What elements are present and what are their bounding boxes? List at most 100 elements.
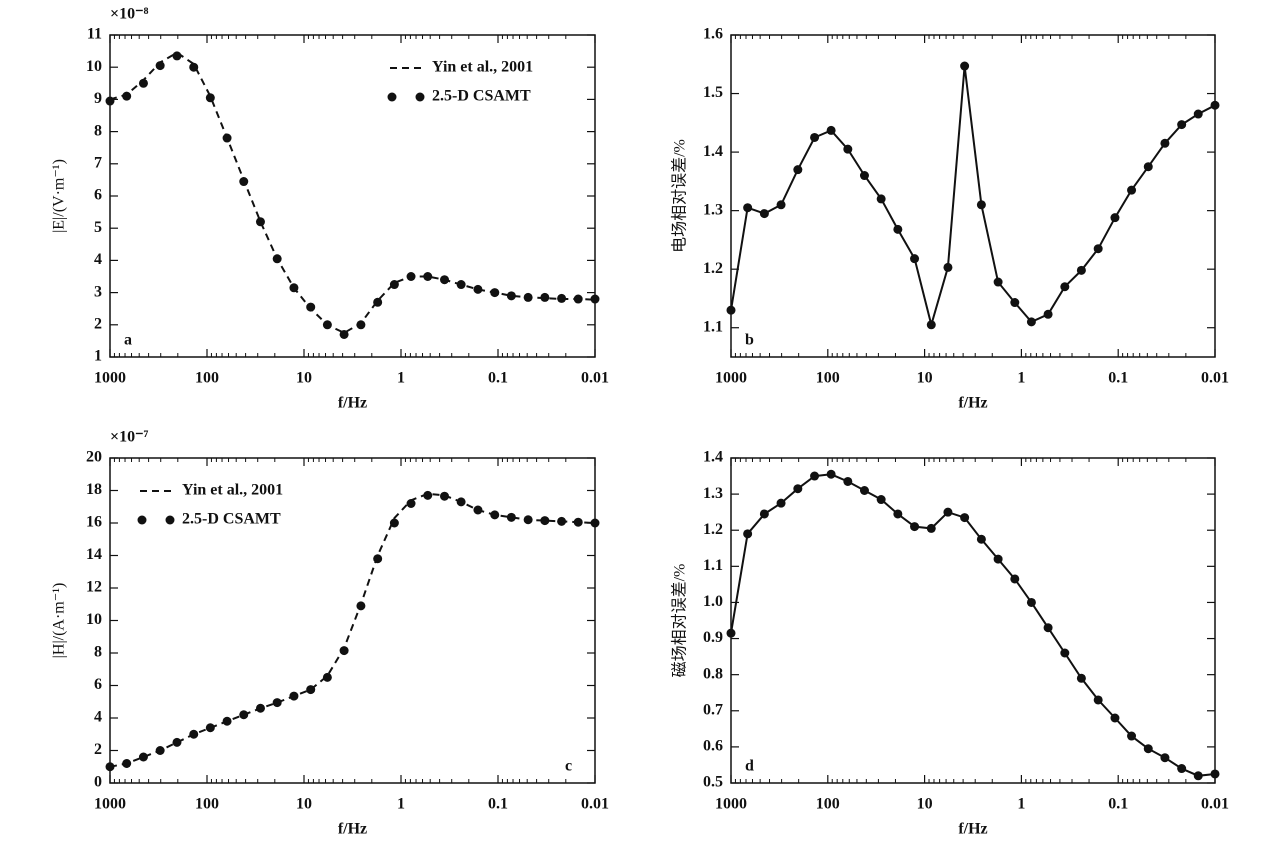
legend-label: 2.5-D CSAMT (182, 511, 281, 528)
data-point (960, 513, 970, 523)
data-point (926, 320, 936, 330)
data-point (793, 484, 803, 494)
data-point (1026, 317, 1036, 327)
y-tick-label: 1.0 (703, 593, 723, 610)
data-point (473, 505, 483, 515)
data-point (926, 523, 936, 533)
data-point (506, 512, 516, 522)
data-point (743, 203, 753, 213)
y-tick-label: 18 (86, 481, 102, 498)
data-point (859, 171, 869, 181)
x-tick-label: 10 (296, 796, 312, 813)
legend-swatch (415, 92, 425, 102)
data-point (993, 277, 1003, 287)
data-point (726, 628, 736, 638)
data-point (893, 509, 903, 519)
data-point (490, 288, 500, 298)
subplot: 1000 100 10 1 0.1 0.01 1.1 1.2 1.3 1.4 1.5 1.6 f/Hz 电… (671, 26, 1229, 412)
data-point (406, 499, 416, 508)
data-point (289, 283, 299, 293)
data-point (440, 275, 450, 285)
data-point (255, 217, 265, 227)
data-point (239, 710, 249, 720)
x-axis-label: f/Hz (958, 395, 987, 412)
x-tick-label: 1000 (715, 796, 747, 813)
data-point (876, 495, 886, 505)
data-point (356, 320, 366, 330)
y-tick-label: 1.5 (703, 84, 723, 101)
data-point (540, 292, 550, 302)
x-tick-label: 0.01 (581, 796, 609, 813)
x-tick-label: 1000 (94, 370, 126, 387)
data-point (205, 93, 215, 103)
y-tick-label: 16 (86, 514, 102, 531)
data-point (993, 554, 1003, 564)
panel-label: b (745, 332, 754, 349)
data-point (189, 62, 199, 72)
data-point (590, 518, 600, 528)
y-tick-label: 1.4 (703, 143, 723, 160)
data-point (1177, 764, 1187, 774)
y-tick-label: 8 (94, 644, 102, 661)
data-point (473, 284, 483, 294)
offset-label: ×10⁻⁷ (110, 429, 149, 446)
series-line (730, 65, 1216, 329)
series-line (730, 473, 1216, 777)
x-tick-label: 0.01 (1201, 370, 1229, 387)
data-point (826, 469, 836, 479)
data-point (423, 490, 433, 500)
data-point (440, 491, 450, 501)
data-point (1160, 753, 1170, 763)
data-point (1127, 731, 1137, 741)
data-point (490, 510, 500, 520)
data-point (389, 518, 399, 528)
data-point (1193, 771, 1203, 781)
data-point (1010, 298, 1020, 308)
data-point (1060, 648, 1070, 658)
data-point (289, 691, 299, 701)
x-tick-label: 10 (917, 370, 933, 387)
data-point (943, 262, 953, 272)
data-point (172, 737, 182, 747)
subplot: 1000 100 10 1 0.1 0.01 1 2 3 4 5 6 7 8 9 10 11 f/Hz |E|/(V… (51, 6, 609, 412)
x-axis-label: f/Hz (958, 821, 987, 838)
data-point (910, 522, 920, 532)
data-point (389, 280, 399, 290)
y-tick-label: 2 (94, 741, 102, 758)
data-point (222, 716, 232, 726)
data-point (910, 254, 920, 264)
plot-frame (730, 34, 1216, 358)
x-axis-label: f/Hz (338, 395, 367, 412)
y-tick-label: 11 (87, 26, 102, 43)
x-tick-label: 100 (816, 370, 840, 387)
data-point (339, 646, 349, 656)
x-tick-label: 0.01 (581, 370, 609, 387)
data-point (373, 297, 383, 307)
data-point (859, 486, 869, 495)
data-point (743, 529, 753, 539)
data-point (523, 515, 533, 525)
data-point (573, 517, 583, 527)
x-tick-label: 100 (195, 370, 219, 387)
y-axis-label: 电场相对误差/% (671, 139, 689, 253)
data-point (1110, 213, 1120, 223)
data-point (138, 78, 148, 88)
data-point (205, 723, 215, 733)
y-tick-label: 5 (94, 219, 102, 236)
y-tick-label: 1 (94, 348, 102, 365)
legend-swatch (165, 515, 175, 525)
data-point (726, 305, 736, 315)
data-point (826, 125, 836, 135)
legend-swatch (387, 92, 397, 102)
data-point (1060, 282, 1070, 292)
data-point (759, 209, 769, 219)
x-tick-label: 10 (296, 370, 312, 387)
y-tick-label: 0.5 (703, 774, 723, 791)
data-point (1043, 623, 1053, 633)
legend-swatch (137, 515, 147, 525)
data-point (356, 601, 366, 611)
y-tick-label: 1.2 (703, 521, 723, 538)
y-axis-label: 磁场相对误差/% (671, 564, 689, 678)
data-point (793, 165, 803, 175)
y-tick-label: 4 (94, 709, 102, 726)
